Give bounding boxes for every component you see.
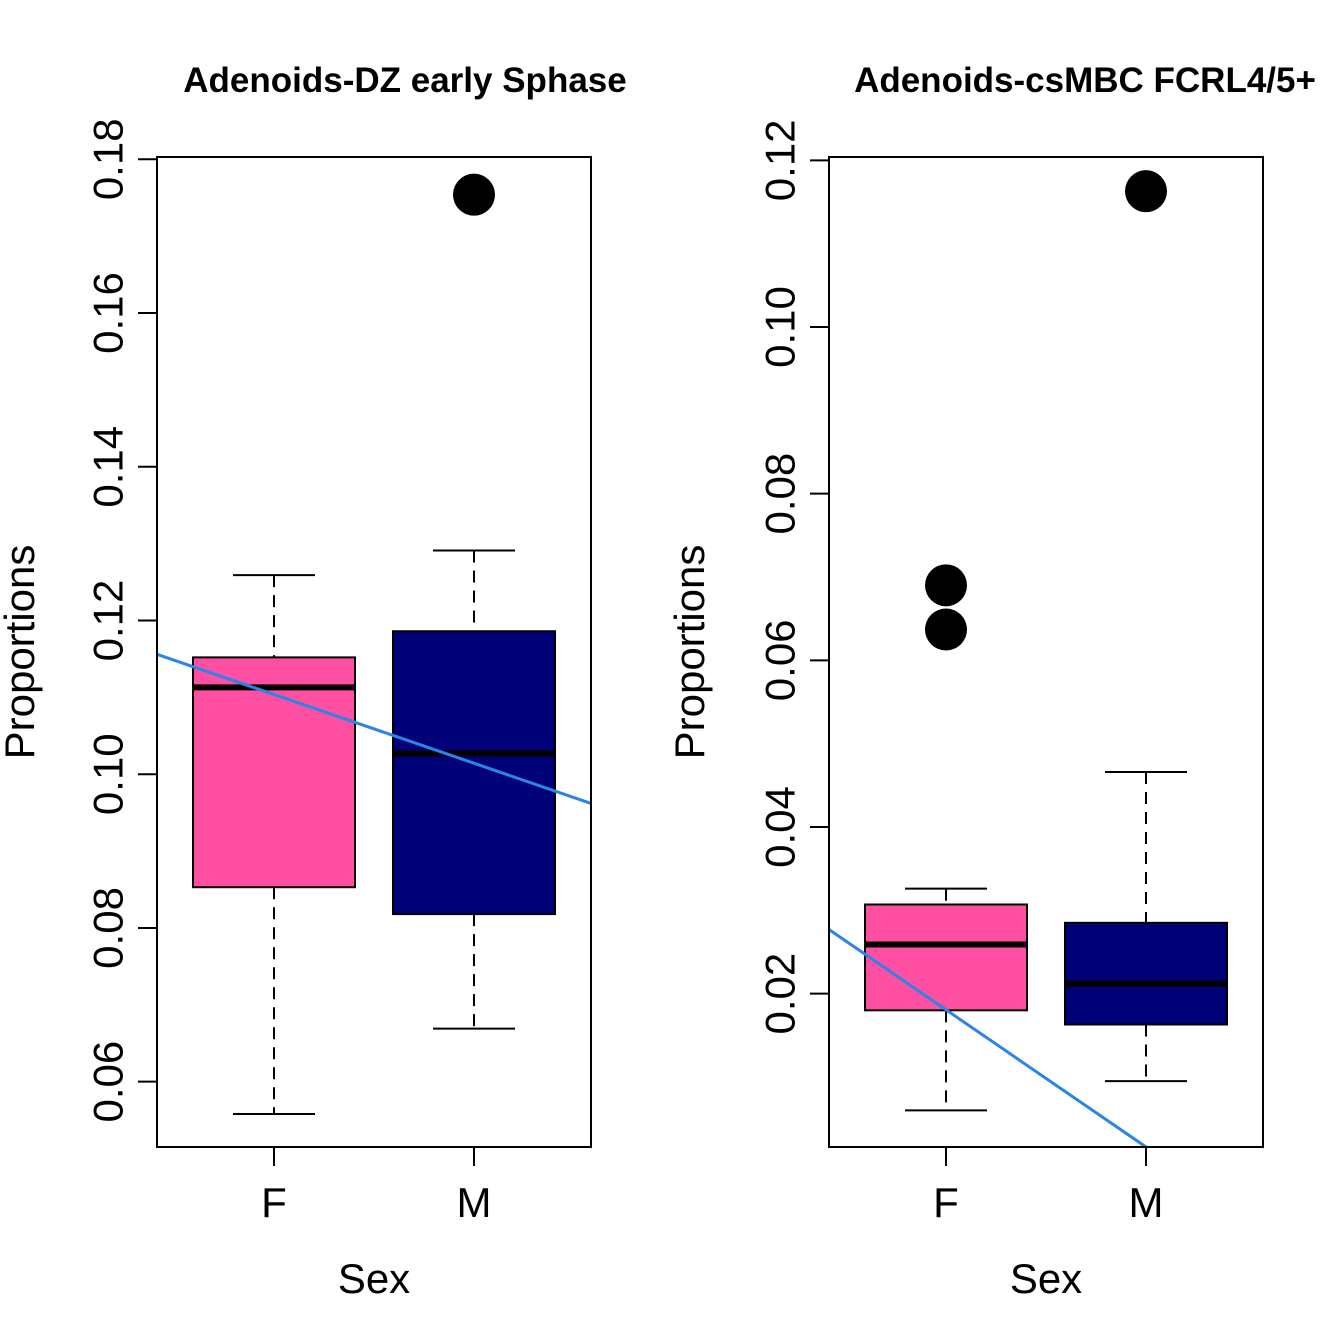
y-axis-label: Proportions [0, 545, 43, 760]
y-tick-label: 0.06 [757, 619, 804, 701]
trend-layer [828, 928, 1147, 1149]
outlier-point [1125, 170, 1167, 213]
y-tick-label: 0.18 [85, 118, 132, 200]
panel-dz-early-sphase: Adenoids-DZ early Sphase Sex Proportions… [0, 61, 627, 1302]
y-tick-label: 0.02 [757, 953, 804, 1035]
y-tick-label: 0.08 [757, 453, 804, 535]
outlier-point [453, 173, 495, 216]
y-tick-label: 0.08 [85, 887, 132, 969]
x-tick-label: M [457, 1179, 492, 1226]
trend-line [156, 652, 592, 805]
plot-frame [156, 156, 592, 1148]
y-axis: 0.02 0.04 0.06 0.08 0.10 0.12 [757, 119, 830, 1035]
y-tick-label: 0.16 [85, 272, 132, 354]
outlier-point [925, 564, 967, 607]
outlier-point [925, 608, 967, 651]
box-M [1064, 170, 1228, 1083]
chart-title: Adenoids-csMBC FCRL4/5+ [854, 61, 1316, 100]
x-tick-label: F [261, 1179, 287, 1226]
boxes [864, 170, 1228, 1112]
y-tick-label: 0.12 [85, 580, 132, 662]
y-tick-label: 0.06 [85, 1041, 132, 1123]
y-tick-label: 0.10 [85, 733, 132, 815]
x-tick-label: M [1129, 1179, 1164, 1226]
box-iqr [864, 903, 1028, 1012]
y-tick-label: 0.14 [85, 426, 132, 508]
box-iqr [392, 630, 556, 916]
trend-layer [156, 652, 592, 805]
box-M [392, 173, 556, 1030]
trend-line [828, 928, 1147, 1149]
box-iqr [1064, 921, 1228, 1026]
y-tick-label: 0.10 [757, 286, 804, 368]
box-F [192, 574, 356, 1115]
y-tick-label: 0.12 [757, 119, 804, 201]
x-tick-label: F [933, 1179, 959, 1226]
plot-frame [828, 156, 1264, 1148]
x-axis-label: Sex [1010, 1255, 1082, 1302]
boxes [192, 173, 556, 1115]
panel-csmbc-fcrl45: Adenoids-csMBC FCRL4/5+ Sex Proportions … [666, 61, 1316, 1302]
y-axis-label: Proportions [666, 545, 713, 760]
x-axis-label: Sex [338, 1255, 410, 1302]
y-axis: 0.06 0.08 0.10 0.12 0.14 0.16 0.18 [85, 118, 158, 1123]
box-iqr [192, 656, 356, 889]
chart-title: Adenoids-DZ early Sphase [183, 61, 626, 100]
y-tick-label: 0.04 [757, 786, 804, 868]
box-F [864, 564, 1028, 1112]
